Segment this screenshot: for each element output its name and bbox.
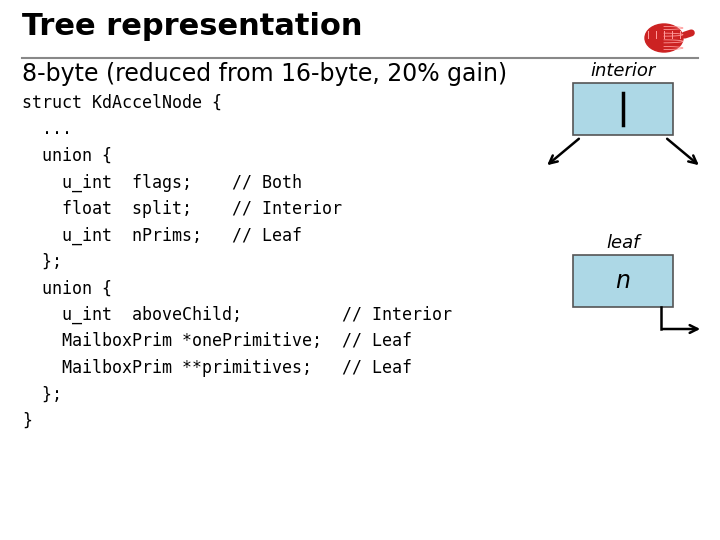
Text: MailboxPrim *onePrimitive;  // Leaf: MailboxPrim *onePrimitive; // Leaf [22, 333, 412, 350]
Text: };: }; [22, 386, 62, 403]
Ellipse shape [653, 25, 675, 32]
Text: };: }; [22, 253, 62, 271]
Text: float  split;    // Interior: float split; // Interior [22, 200, 342, 218]
Text: u_int  flags;    // Both: u_int flags; // Both [22, 173, 302, 192]
Ellipse shape [645, 24, 683, 52]
Text: Tree representation: Tree representation [22, 12, 362, 41]
Text: u_int  aboveChild;          // Interior: u_int aboveChild; // Interior [22, 306, 452, 324]
Text: interior: interior [590, 62, 656, 80]
Text: }: } [22, 412, 32, 430]
Text: ...: ... [22, 120, 72, 138]
FancyArrowPatch shape [685, 33, 691, 35]
Text: union {: union { [22, 147, 112, 165]
Text: 8-byte (reduced from 16-byte, 20% gain): 8-byte (reduced from 16-byte, 20% gain) [22, 62, 507, 86]
Text: MailboxPrim **primitives;   // Leaf: MailboxPrim **primitives; // Leaf [22, 359, 412, 377]
Text: n: n [616, 269, 631, 293]
Bar [573, 83, 673, 135]
Text: struct KdAccelNode {: struct KdAccelNode { [22, 94, 222, 112]
Text: u_int  nPrims;   // Leaf: u_int nPrims; // Leaf [22, 226, 302, 245]
Bar [573, 255, 673, 307]
Text: union {: union { [22, 280, 112, 298]
Text: leaf: leaf [606, 234, 640, 252]
